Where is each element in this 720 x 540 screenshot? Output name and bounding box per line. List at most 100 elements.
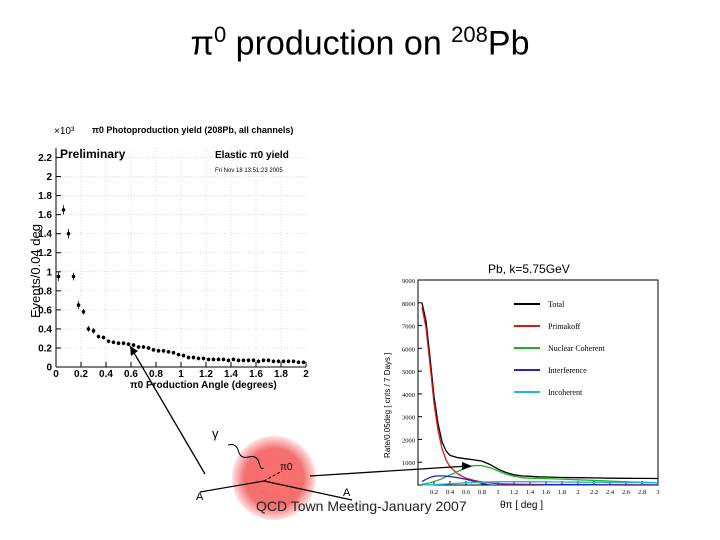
pi0-label: π0 [280,462,293,473]
yield-chart-point [161,349,166,353]
yield-chart-point [226,358,231,363]
prediction-chart-legend-label: Incoherent [548,388,583,397]
yield-chart-point [206,357,211,362]
yield-chart-point [221,357,226,362]
yield-chart-point [276,359,281,364]
yield-chart-x-tick-label: 2 [303,369,309,380]
footer-text: QCD Town Meeting-January 2007 [256,498,467,514]
prediction-chart-x-tick-label: 2.6 [622,489,631,496]
yield-chart-point [236,358,241,363]
prediction-chart-x-tick-label: 0.4 [446,489,455,496]
prediction-chart-legend-label: Primakoff [548,322,581,331]
yield-chart-y-tick-label: 2.2 [38,153,52,164]
prediction-chart-series-line [421,464,659,485]
yield-chart-y-tick-label: 1.2 [38,248,52,259]
yield-chart-point [296,360,301,365]
prediction-chart-x-tick-label: 0.8 [478,489,486,496]
prediction-chart-legend: Total Primakoff Nuclear Coherent Interferen… [514,300,605,397]
yield-chart-x-tick-label: 0.8 [149,369,163,380]
yield-chart-x-ticks: 0 0.2 0.4 0.6 0.8 1 1.2 1.4 1.6 1.8 2 [53,362,309,380]
yield-chart-point [186,355,191,360]
nucleus-in-label: A [196,491,204,503]
prediction-chart-y-tick-label: 6000 [402,346,415,353]
nucleus-out-label: A [343,487,351,499]
yield-chart-point [136,345,141,349]
outgoing-nucleus-line [263,480,353,501]
yield-chart-legend-title: Elastic π0 yield [215,150,289,161]
prediction-chart-x-ticks: 0.2 0.4 0.6 0.8 1 1.2 1.4 1.6 1.8 2 2.2 2.4 2.6 2.8 3 [430,481,660,496]
prediction-chart-x-tick-label: 1.4 [526,489,535,496]
yield-chart-x-tick-label: 0.2 [74,369,88,380]
yield-chart-point [121,341,126,345]
yield-chart-x-tick-label: 1.8 [274,369,288,380]
prediction-chart-y-tick-label: 9000 [402,278,415,285]
incoming-nucleus-line [199,480,265,493]
yield-chart-background [48,138,310,376]
prediction-chart-legend-label: Total [548,300,565,309]
yield-chart-point [241,358,246,363]
yield-chart-point [91,329,96,333]
yield-chart-y-tick-label: 0 [46,363,52,374]
yield-chart-point [96,334,101,339]
yield-chart-point [176,352,181,357]
prediction-chart-y-tick-label: 8000 [402,301,415,308]
yield-chart-y-tick-label: 0.6 [38,305,52,316]
prediction-chart-y-label: Rate/0.05deg [ cnts / 7 Days ] [383,353,392,458]
yield-chart-point [111,340,116,345]
yield-chart-point [81,309,86,314]
yield-chart-point [266,358,271,363]
prediction-chart-x-tick-label: 2.8 [638,489,646,496]
yield-chart-point [291,359,296,364]
title-superscript-zero: 0 [213,22,227,47]
pointer-arrows [129,345,472,477]
yield-chart-point [56,274,61,279]
yield-chart-point [286,359,291,364]
yield-chart-point [196,356,201,361]
prediction-chart-background [384,255,668,511]
arrow-head-yield-chart [130,346,138,356]
yield-chart-points [56,205,306,365]
prediction-chart: Pb, k=5.75GeV 1000 2000 3000 4000 5000 6000 70… [383,255,668,511]
yield-chart-point [271,359,276,364]
yield-chart-point [166,349,171,354]
yield-chart-point [151,348,156,352]
gamma-label: γ [212,426,219,441]
yield-chart-title: π0 Photoproduction yield (208Pb, all cha… [92,125,293,135]
yield-chart-y-tick-label: 1.4 [38,229,52,240]
yield-chart-y-ticks: 0 0.2 0.4 0.6 0.8 1 1.2 1.4 1.6 1.8 2 2.2 [38,153,61,374]
yield-chart-x-tick-label: 1.4 [224,369,238,380]
yield-chart-point [76,303,81,307]
yield-chart-point [71,274,76,279]
yield-chart-point [251,358,256,363]
prediction-chart-x-tick-label: 2.2 [590,489,598,496]
prediction-chart-x-tick-label: 1.8 [558,489,566,496]
prediction-chart-x-tick-label: 0.2 [430,489,438,496]
yield-chart-grid [56,148,306,367]
yield-chart-x-label: π0 Production Angle (degrees) [130,380,277,391]
yield-chart-point [281,359,286,364]
prediction-chart-x-tick-label: 0.6 [462,489,471,496]
yield-chart-point [246,358,251,363]
yield-chart-x-tick-label: 0.4 [99,369,113,380]
arrow-to-prediction-chart [309,465,469,477]
prediction-chart-x-tick-label: 1.6 [542,489,551,496]
yield-chart-x-tick-label: 0.6 [124,369,138,380]
prediction-chart-x-tick-label: 1 [496,489,499,496]
prediction-chart-lines [421,302,659,486]
yield-chart-point [146,346,151,350]
prediction-chart-x-tick-label: 2.4 [606,489,615,496]
title-middle: production on [226,24,452,63]
prediction-chart-legend-label: Nuclear Coherent [548,344,605,353]
yield-chart-point [156,349,161,353]
prediction-chart-x-label: θπ [ deg ] [500,500,543,511]
title-pi: π [190,24,214,63]
yield-chart-point [116,341,121,345]
yield-chart-point [261,358,266,363]
yield-chart-y-tick-label: 0.4 [38,324,52,335]
prediction-chart-y-ticks: 1000 2000 3000 4000 5000 6000 7000 8000 9000 [402,278,422,467]
title-superscript-mass: 208 [451,22,488,47]
yield-chart-y-tick-label: 1 [46,267,52,278]
yield-chart-y-tick-label: 1.6 [38,210,52,221]
yield-chart-point [61,208,66,212]
yield-chart-x-tick-label: 1.2 [199,369,213,380]
